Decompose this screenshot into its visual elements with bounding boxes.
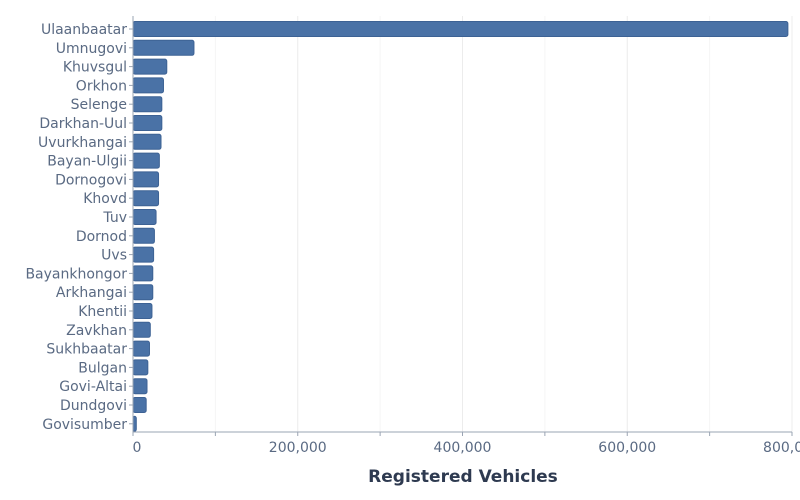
bar-orkhon[interactable] — [132, 77, 164, 94]
y-tick-label: Arkhangai — [56, 285, 127, 301]
y-tick-label: Dornogovi — [55, 172, 127, 188]
y-tick-label: Bayan-Ulgii — [47, 154, 127, 170]
y-tick-label: Ulaanbaatar — [41, 22, 127, 38]
bar-sukhbaatar[interactable] — [132, 340, 150, 357]
y-tick-label: Sukhbaatar — [46, 342, 127, 358]
x-axis-title: Registered Vehicles — [368, 467, 558, 487]
x-tick-label: 600,000 — [598, 440, 656, 456]
bar-bayankhongor[interactable] — [132, 265, 154, 282]
y-tick-label: Darkhan-Uul — [39, 116, 127, 132]
bar-bulgan[interactable] — [132, 359, 149, 376]
y-tick-label: Khentii — [78, 304, 127, 320]
y-tick-label: Govi-Altai — [59, 379, 127, 395]
bar-khovd[interactable] — [132, 190, 160, 207]
bar-zavkhan[interactable] — [132, 321, 151, 338]
axis-layer: Ulaanbaatar Umnugovi Khuvsgul Orkhon Selenge… — [25, 16, 800, 456]
y-tick-label: Govisumber — [42, 417, 127, 433]
bar-govi-altai[interactable] — [132, 378, 148, 395]
y-tick-label: Uvurkhangai — [38, 135, 127, 151]
y-tick-label: Dundgovi — [60, 398, 127, 414]
bar-selenge[interactable] — [132, 96, 163, 113]
x-tick-label: 400,000 — [434, 440, 492, 456]
bar-arkhangai[interactable] — [132, 284, 154, 301]
y-tick-label: Zavkhan — [66, 323, 127, 339]
bar-tuv[interactable] — [132, 209, 157, 225]
x-tick-label: 200,000 — [269, 440, 327, 456]
bar-bayan-ulgii[interactable] — [132, 152, 160, 169]
y-tick-label: Khuvsgul — [63, 60, 127, 76]
bar-uvurkhangai[interactable] — [132, 133, 162, 150]
y-tick-label: Tuv — [102, 210, 127, 226]
bar-uvs[interactable] — [132, 246, 155, 263]
y-tick-label: Bulgan — [78, 360, 127, 376]
bar-ulaanbaatar[interactable] — [132, 21, 789, 37]
bar-dundgovi[interactable] — [132, 397, 147, 413]
bar-dornogovi[interactable] — [132, 171, 160, 188]
y-tick-label: Selenge — [71, 97, 127, 113]
bar-khuvsgul[interactable] — [132, 58, 168, 75]
bar-dornod[interactable] — [132, 227, 155, 244]
y-tick-label: Orkhon — [76, 78, 127, 94]
grid-layer — [214, 16, 793, 432]
x-tick-label: 800,000 — [763, 440, 800, 456]
y-tick-label: Uvs — [101, 248, 127, 264]
bar-khentii[interactable] — [132, 303, 153, 319]
bar-layer — [132, 21, 789, 432]
y-tick-label: Umnugovi — [56, 41, 127, 57]
y-tick-label: Dornod — [76, 229, 127, 245]
bar-umnugovi[interactable] — [132, 39, 195, 56]
y-tick-label: Bayankhongor — [25, 266, 127, 282]
y-tick-label: Khovd — [83, 191, 127, 207]
bar-darkhan-uul[interactable] — [132, 115, 163, 131]
x-tick-label: 0 — [133, 440, 142, 456]
